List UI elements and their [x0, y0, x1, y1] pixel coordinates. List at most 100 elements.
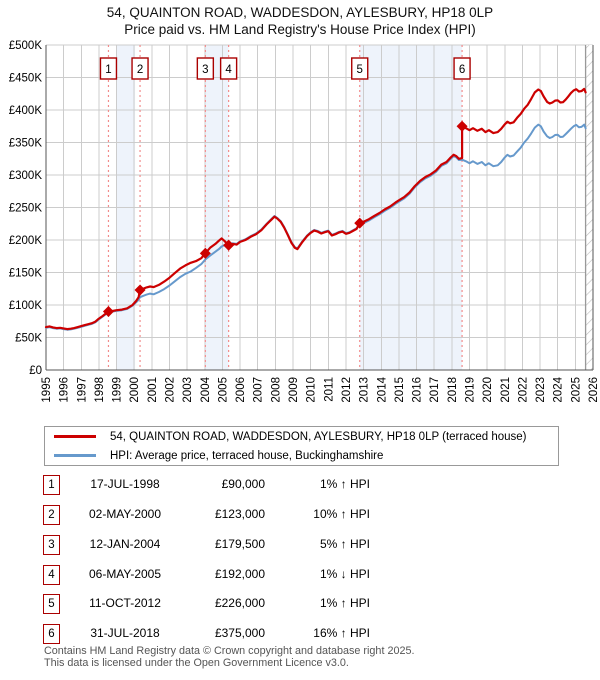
sale-hpi-delta: 1% ↓ HPI	[319, 567, 370, 581]
gridlines	[45, 44, 594, 371]
sale-number-box-label: 2	[137, 64, 143, 76]
sale-number-box	[219, 57, 238, 80]
sale-hpi-delta: 5% ↑ HPI	[319, 537, 370, 551]
y-tick-label: £0	[29, 365, 42, 377]
axis-tick-labels: £0 £50K £100K £150K £200K £250K £300K £350K £400…	[9, 40, 600, 403]
table-row: 1 17-JUL-1998 £90,000 1% ↑ HPI	[0, 475, 600, 495]
x-tick-label: 1997	[76, 377, 88, 403]
sale-hpi-delta: 1% ↑ HPI	[319, 477, 370, 491]
legend-label-price-paid: 54, QUAINTON ROAD, WADDESDON, AYLESBURY,…	[110, 430, 527, 443]
sale-number-box-label: 5	[357, 64, 363, 76]
page-subtitle: Price paid vs. HM Land Registry's House …	[124, 22, 476, 37]
table-row: 3 12-JAN-2004 £179,500 5% ↑ HPI	[0, 535, 600, 555]
table-row: 5 11-OCT-2012 £226,000 1% ↑ HPI	[0, 594, 600, 614]
sale-hpi-delta: 10% ↑ HPI	[313, 507, 370, 521]
table-row: 4 06-MAY-2005 £192,000 1% ↓ HPI	[0, 565, 600, 585]
sale-number-badge: 4	[43, 565, 60, 585]
x-tick-label: 2009	[288, 377, 300, 403]
y-tick-label: £50K	[15, 333, 42, 345]
future-hatch	[585, 45, 593, 370]
x-tick-label: 2026	[588, 377, 600, 403]
x-tick-label: 2010	[306, 377, 318, 403]
legend: 54, QUAINTON ROAD, WADDESDON, AYLESBURY,…	[44, 426, 559, 466]
x-tick-label: 1996	[59, 377, 71, 403]
hpi-line-swatch	[54, 454, 96, 457]
sale-number-box	[99, 57, 118, 80]
sale-date: 17-JUL-1998	[90, 477, 160, 491]
x-tick-label: 2017	[429, 377, 441, 403]
x-tick-label: 2015	[394, 377, 406, 403]
x-tick-label: 2021	[500, 377, 512, 403]
sale-price: £123,000	[214, 507, 265, 521]
table-row: 6 31-JUL-2018 £375,000 16% ↑ HPI	[0, 624, 600, 644]
x-tick-label: 2006	[235, 377, 247, 403]
price-paid-line	[44, 87, 587, 331]
sale-date: 06-MAY-2005	[88, 567, 162, 581]
license-footer: Contains HM Land Registry data © Crown c…	[44, 645, 584, 669]
y-tick-label: £150K	[9, 268, 43, 280]
x-tick-label: 2023	[535, 377, 547, 403]
x-tick-label: 1995	[41, 377, 53, 403]
x-tick-label: 1998	[94, 377, 106, 403]
x-tick-label: 2016	[412, 377, 424, 403]
legend-row-price-paid: 54, QUAINTON ROAD, WADDESDON, AYLESBURY,…	[45, 427, 558, 446]
table-row: 2 02-MAY-2000 £123,000 10% ↑ HPI	[0, 505, 600, 525]
sale-number-box-label: 1	[105, 64, 111, 76]
sale-number-box	[196, 57, 215, 80]
sale-price: £179,500	[214, 537, 265, 551]
sale-date: 11-OCT-2012	[89, 596, 161, 610]
x-tick-label: 2008	[270, 377, 282, 403]
chart-title: 54, QUAINTON ROAD, WADDESDON, AYLESBURY,…	[0, 4, 600, 38]
y-tick-label: £300K	[9, 170, 43, 182]
sale-number-box-label: 6	[459, 64, 465, 76]
x-tick-label: 1999	[112, 377, 124, 403]
sale-number-badge: 3	[43, 535, 60, 555]
x-tick-label: 2001	[147, 377, 159, 403]
axis-lines	[45, 45, 594, 371]
x-tick-label: 2025	[570, 377, 582, 403]
x-tick-label: 2011	[323, 377, 335, 402]
series-lines	[44, 87, 587, 331]
sale-number-badge: 1	[43, 475, 60, 495]
x-tick-label: 2000	[129, 377, 141, 403]
x-tick-label: 2014	[376, 376, 388, 402]
sale-number-box	[131, 57, 149, 80]
footer-line-1: Contains HM Land Registry data © Crown c…	[44, 645, 415, 657]
sale-price: £375,000	[214, 626, 265, 640]
sale-number-badge: 6	[43, 624, 60, 644]
footer-line-2: This data is licensed under the Open Gov…	[44, 656, 349, 669]
sale-number-box	[453, 57, 471, 80]
sale-number-badge: 2	[43, 505, 60, 525]
x-tick-label: 2003	[182, 377, 194, 403]
page-title: 54, QUAINTON ROAD, WADDESDON, AYLESBURY,…	[106, 5, 494, 20]
y-tick-label: £450K	[9, 73, 43, 85]
x-tick-label: 2018	[447, 377, 459, 403]
sale-point-diamond	[134, 284, 146, 296]
sale-date: 12-JAN-2004	[89, 537, 161, 551]
sale-number-boxes: 1 2 3 4 5 6	[99, 57, 471, 80]
x-tick-label: 2007	[253, 377, 265, 403]
sale-price: £226,000	[214, 596, 265, 610]
price-history-chart: 1 2 3 4 5 6 £0 £50K £100K £150K £200K £250K £300K £3…	[9, 40, 600, 403]
price-line-swatch	[54, 435, 96, 438]
sale-number-badge: 5	[43, 594, 60, 614]
x-tick-label: 2022	[517, 377, 529, 403]
sale-hpi-delta: 1% ↑ HPI	[319, 596, 370, 610]
x-tick-label: 2004	[200, 376, 212, 402]
x-tick-label: 2024	[553, 376, 565, 402]
sale-price: £192,000	[214, 567, 265, 581]
sale-number-box	[351, 57, 369, 80]
y-tick-label: £500K	[9, 40, 43, 52]
x-tick-label: 2013	[359, 377, 371, 403]
y-tick-label: £100K	[9, 300, 43, 312]
sale-number-box-label: 4	[225, 64, 232, 76]
sale-date: 02-MAY-2000	[88, 507, 162, 521]
y-tick-label: £350K	[9, 138, 43, 150]
legend-row-hpi: HPI: Average price, terraced house, Buck…	[45, 446, 558, 465]
x-tick-label: 2012	[341, 377, 353, 403]
x-tick-label: 2020	[482, 377, 494, 403]
y-tick-label: £200K	[9, 235, 43, 247]
sale-hpi-delta: 16% ↑ HPI	[313, 626, 370, 640]
sale-price: £90,000	[221, 477, 265, 491]
y-tick-label: £250K	[9, 203, 43, 215]
